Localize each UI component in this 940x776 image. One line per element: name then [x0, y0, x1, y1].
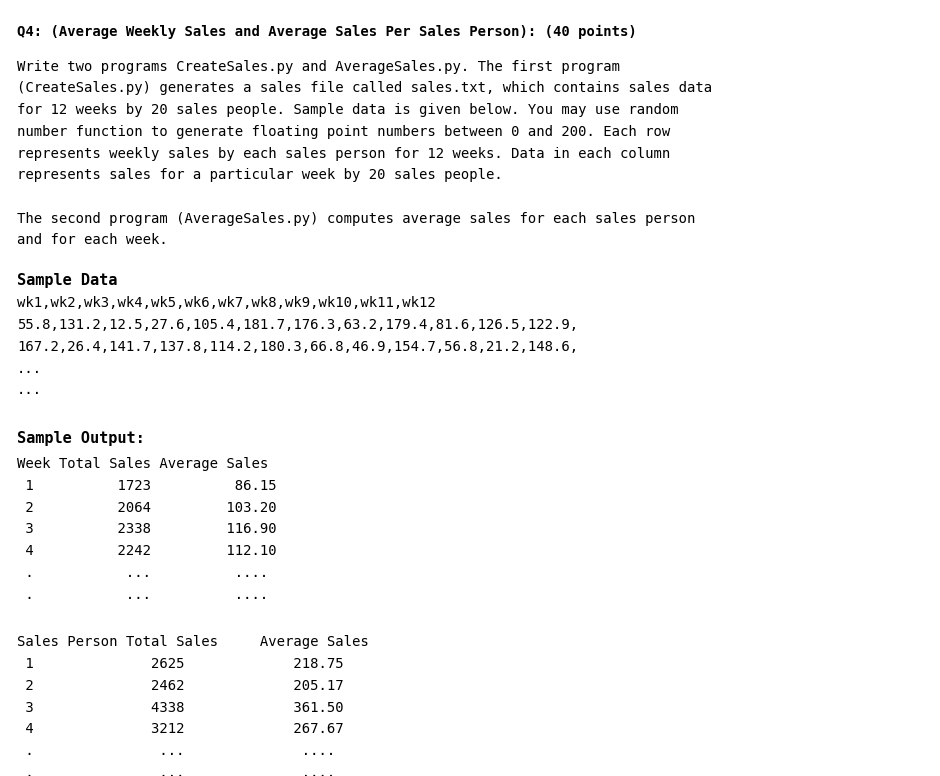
Text: wk1,wk2,wk3,wk4,wk5,wk6,wk7,wk8,wk9,wk10,wk11,wk12: wk1,wk2,wk3,wk4,wk5,wk6,wk7,wk8,wk9,wk10… [17, 296, 435, 310]
Text: 167.2,26.4,141.7,137.8,114.2,180.3,66.8,46.9,154.7,56.8,21.2,148.6,: 167.2,26.4,141.7,137.8,114.2,180.3,66.8,… [17, 340, 578, 354]
Text: Write two programs CreateSales.py and AverageSales.py. The first program: Write two programs CreateSales.py and Av… [17, 60, 619, 74]
Text: Sample Output:: Sample Output: [17, 431, 145, 446]
Text: (CreateSales.py) generates a sales file called sales.txt, which contains sales d: (CreateSales.py) generates a sales file … [17, 81, 712, 95]
Text: 55.8,131.2,12.5,27.6,105.4,181.7,176.3,63.2,179.4,81.6,126.5,122.9,: 55.8,131.2,12.5,27.6,105.4,181.7,176.3,6… [17, 318, 578, 332]
Text: represents weekly sales by each sales person for 12 weeks. Data in each column: represents weekly sales by each sales pe… [17, 147, 670, 161]
Text: 1              2625             218.75: 1 2625 218.75 [17, 657, 343, 671]
Text: 3              4338             361.50: 3 4338 361.50 [17, 701, 343, 715]
Text: 3          2338         116.90: 3 2338 116.90 [17, 522, 276, 536]
Text: Week Total Sales Average Sales: Week Total Sales Average Sales [17, 457, 268, 471]
Text: The second program (AverageSales.py) computes average sales for each sales perso: The second program (AverageSales.py) com… [17, 212, 696, 226]
Text: represents sales for a particular week by 20 sales people.: represents sales for a particular week b… [17, 168, 503, 182]
Text: number function to generate floating point numbers between 0 and 200. Each row: number function to generate floating poi… [17, 125, 670, 139]
Text: Q4: (Average Weekly Sales and Average Sales Per Sales Person): (40 points): Q4: (Average Weekly Sales and Average Sa… [17, 25, 636, 39]
Text: .           ...          ....: . ... .... [17, 587, 268, 601]
Text: 4              3212             267.67: 4 3212 267.67 [17, 722, 343, 736]
Text: .               ...              ....: . ... .... [17, 766, 336, 776]
Text: .               ...              ....: . ... .... [17, 744, 336, 758]
Text: ...: ... [17, 383, 42, 397]
Text: for 12 weeks by 20 sales people. Sample data is given below. You may use random: for 12 weeks by 20 sales people. Sample … [17, 103, 679, 117]
Text: .           ...          ....: . ... .... [17, 566, 268, 580]
Text: Sample Data: Sample Data [17, 272, 118, 288]
Text: ...: ... [17, 362, 42, 376]
Text: 2          2064         103.20: 2 2064 103.20 [17, 501, 276, 514]
Text: 2              2462             205.17: 2 2462 205.17 [17, 679, 343, 693]
Text: 4          2242         112.10: 4 2242 112.10 [17, 544, 276, 558]
Text: and for each week.: and for each week. [17, 234, 167, 248]
Text: Sales Person Total Sales     Average Sales: Sales Person Total Sales Average Sales [17, 636, 368, 650]
Text: 1          1723          86.15: 1 1723 86.15 [17, 479, 276, 493]
